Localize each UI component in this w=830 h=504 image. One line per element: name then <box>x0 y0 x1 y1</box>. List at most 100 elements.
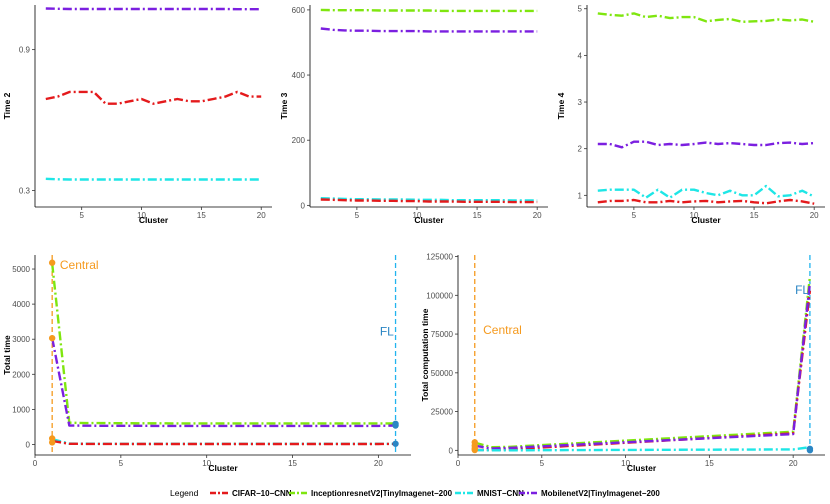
series-line-cifar <box>45 90 262 105</box>
legend-label-cifar: CIFAR−10−CNN <box>232 489 292 498</box>
y-tick-label: 2000 <box>12 370 30 379</box>
legend-label-inception: InceptionresnetV2|TinyImagenet−200 <box>311 489 453 498</box>
y-tick-label: 25000 <box>431 408 454 417</box>
legend-label-mnist: MNIST−CNN <box>477 489 524 498</box>
x-tick-label: 5 <box>119 459 124 468</box>
series-line-mobilenet <box>320 27 538 33</box>
y-axis-title: Total time <box>2 335 12 375</box>
series-line-mobilenet <box>597 140 815 149</box>
chart-time2: 5 10 15 20 0.3 0.9 Cluster Time 2 <box>2 5 272 225</box>
x-tick-label: 0 <box>456 459 461 468</box>
x-tick-label: 10 <box>621 459 630 468</box>
y-tick-label: 125000 <box>426 253 453 262</box>
legend-item-inception: InceptionresnetV2|TinyImagenet−200 <box>289 489 453 498</box>
series-line-mobilenet <box>474 282 812 450</box>
annotation-label: Central <box>483 323 522 337</box>
x-tick-label: 20 <box>789 459 798 468</box>
y-tick-label: 1 <box>578 191 583 200</box>
x-tick-label: 5 <box>355 211 360 220</box>
y-axis-title: Time 2 <box>2 92 12 119</box>
series-line-cifar <box>52 439 396 446</box>
x-tick-label: 15 <box>705 459 714 468</box>
x-tick-label: 15 <box>473 211 482 220</box>
x-tick-label: 10 <box>690 211 699 220</box>
x-tick-label: 20 <box>810 211 819 220</box>
y-tick-label: 0 <box>301 201 306 210</box>
x-axis-title: Cluster <box>414 215 444 225</box>
x-tick-label: 20 <box>533 211 542 220</box>
y-tick-label: 0.3 <box>19 187 31 196</box>
annotation-label: FL <box>795 283 809 297</box>
y-tick-label: 0 <box>449 446 454 455</box>
x-tick-label: 15 <box>288 459 297 468</box>
y-tick-label: 1000 <box>12 405 30 414</box>
y-tick-label: 4000 <box>12 300 30 309</box>
series-line-inception <box>597 12 815 23</box>
marker-point <box>392 422 399 429</box>
x-tick-label: 15 <box>197 211 206 220</box>
x-axis-title: Cluster <box>139 215 169 225</box>
marker-point <box>806 446 814 454</box>
y-axis-title: Total computation time <box>420 308 430 401</box>
x-tick-label: 10 <box>413 211 422 220</box>
marker-point <box>48 259 56 266</box>
series-line-inception <box>51 263 396 425</box>
legend: Legend CIFAR−10−CNN InceptionresnetV2|Ti… <box>170 488 660 498</box>
marker-point <box>392 440 399 447</box>
series-line-inception <box>474 276 812 449</box>
y-tick-label: 3000 <box>12 335 30 344</box>
chart-total_time: 0 5 10 15 20 0 1000 2000 3000 4000 5000 Cluster Tota… <box>2 255 411 473</box>
x-axis-title: Cluster <box>691 215 721 225</box>
series-line-mnist <box>474 446 811 452</box>
series-line-mnist <box>45 177 262 181</box>
legend-label-mobilenet: MobilenetV2|TinyImagenet−200 <box>541 489 660 498</box>
marker-point <box>48 334 56 342</box>
chart-total_computation: 0 5 10 15 20 0 25000 50000 75000 100000 125000 Clus… <box>420 253 825 473</box>
y-axis-title: Time 3 <box>279 92 289 119</box>
y-tick-label: 0 <box>26 440 31 449</box>
series-line-inception <box>320 8 538 13</box>
legend-item-mobilenet: MobilenetV2|TinyImagenet−200 <box>519 489 660 498</box>
series-line-mnist <box>320 197 538 202</box>
chart-time4: 5 10 15 20 1 2 3 4 5 Cluster Time 4 <box>556 5 825 225</box>
y-tick-label: 5000 <box>12 265 30 274</box>
series-line-mobilenet <box>45 7 262 11</box>
series-line-cifar <box>474 290 812 452</box>
y-tick-label: 75000 <box>431 330 454 339</box>
legend-item-cifar: CIFAR−10−CNN <box>210 489 292 498</box>
x-tick-label: 20 <box>374 459 383 468</box>
annotation-label: Central <box>60 258 99 272</box>
x-axis-title: Cluster <box>627 463 657 473</box>
y-tick-label: 600 <box>292 6 306 15</box>
series-line-cifar <box>597 198 815 205</box>
series-line-mnist <box>597 184 815 199</box>
series-line-cifar <box>320 198 538 204</box>
x-tick-label: 20 <box>257 211 266 220</box>
y-tick-label: 5 <box>578 5 583 14</box>
y-axis-title: Time 4 <box>556 92 566 119</box>
marker-point <box>48 439 56 446</box>
x-tick-label: 10 <box>137 211 146 220</box>
y-tick-label: 200 <box>292 136 306 145</box>
y-tick-label: 100000 <box>426 291 453 300</box>
x-tick-label: 5 <box>632 211 637 220</box>
y-tick-label: 2 <box>578 145 583 154</box>
legend-item-mnist: MNIST−CNN <box>455 489 524 498</box>
y-tick-label: 4 <box>578 51 583 60</box>
x-tick-label: 15 <box>750 211 759 220</box>
y-tick-label: 3 <box>578 98 583 107</box>
x-tick-label: 10 <box>202 459 211 468</box>
y-tick-label: 400 <box>292 71 306 80</box>
marker-point <box>471 446 478 454</box>
y-tick-label: 50000 <box>431 369 454 378</box>
series-line-mobilenet <box>51 337 396 428</box>
x-tick-label: 5 <box>79 211 84 220</box>
x-axis-title: Cluster <box>208 463 238 473</box>
x-tick-label: 5 <box>540 459 545 468</box>
legend-title: Legend <box>170 488 199 498</box>
x-tick-label: 0 <box>33 459 38 468</box>
annotation-label: FL <box>380 325 394 339</box>
y-tick-label: 0.9 <box>19 46 31 55</box>
